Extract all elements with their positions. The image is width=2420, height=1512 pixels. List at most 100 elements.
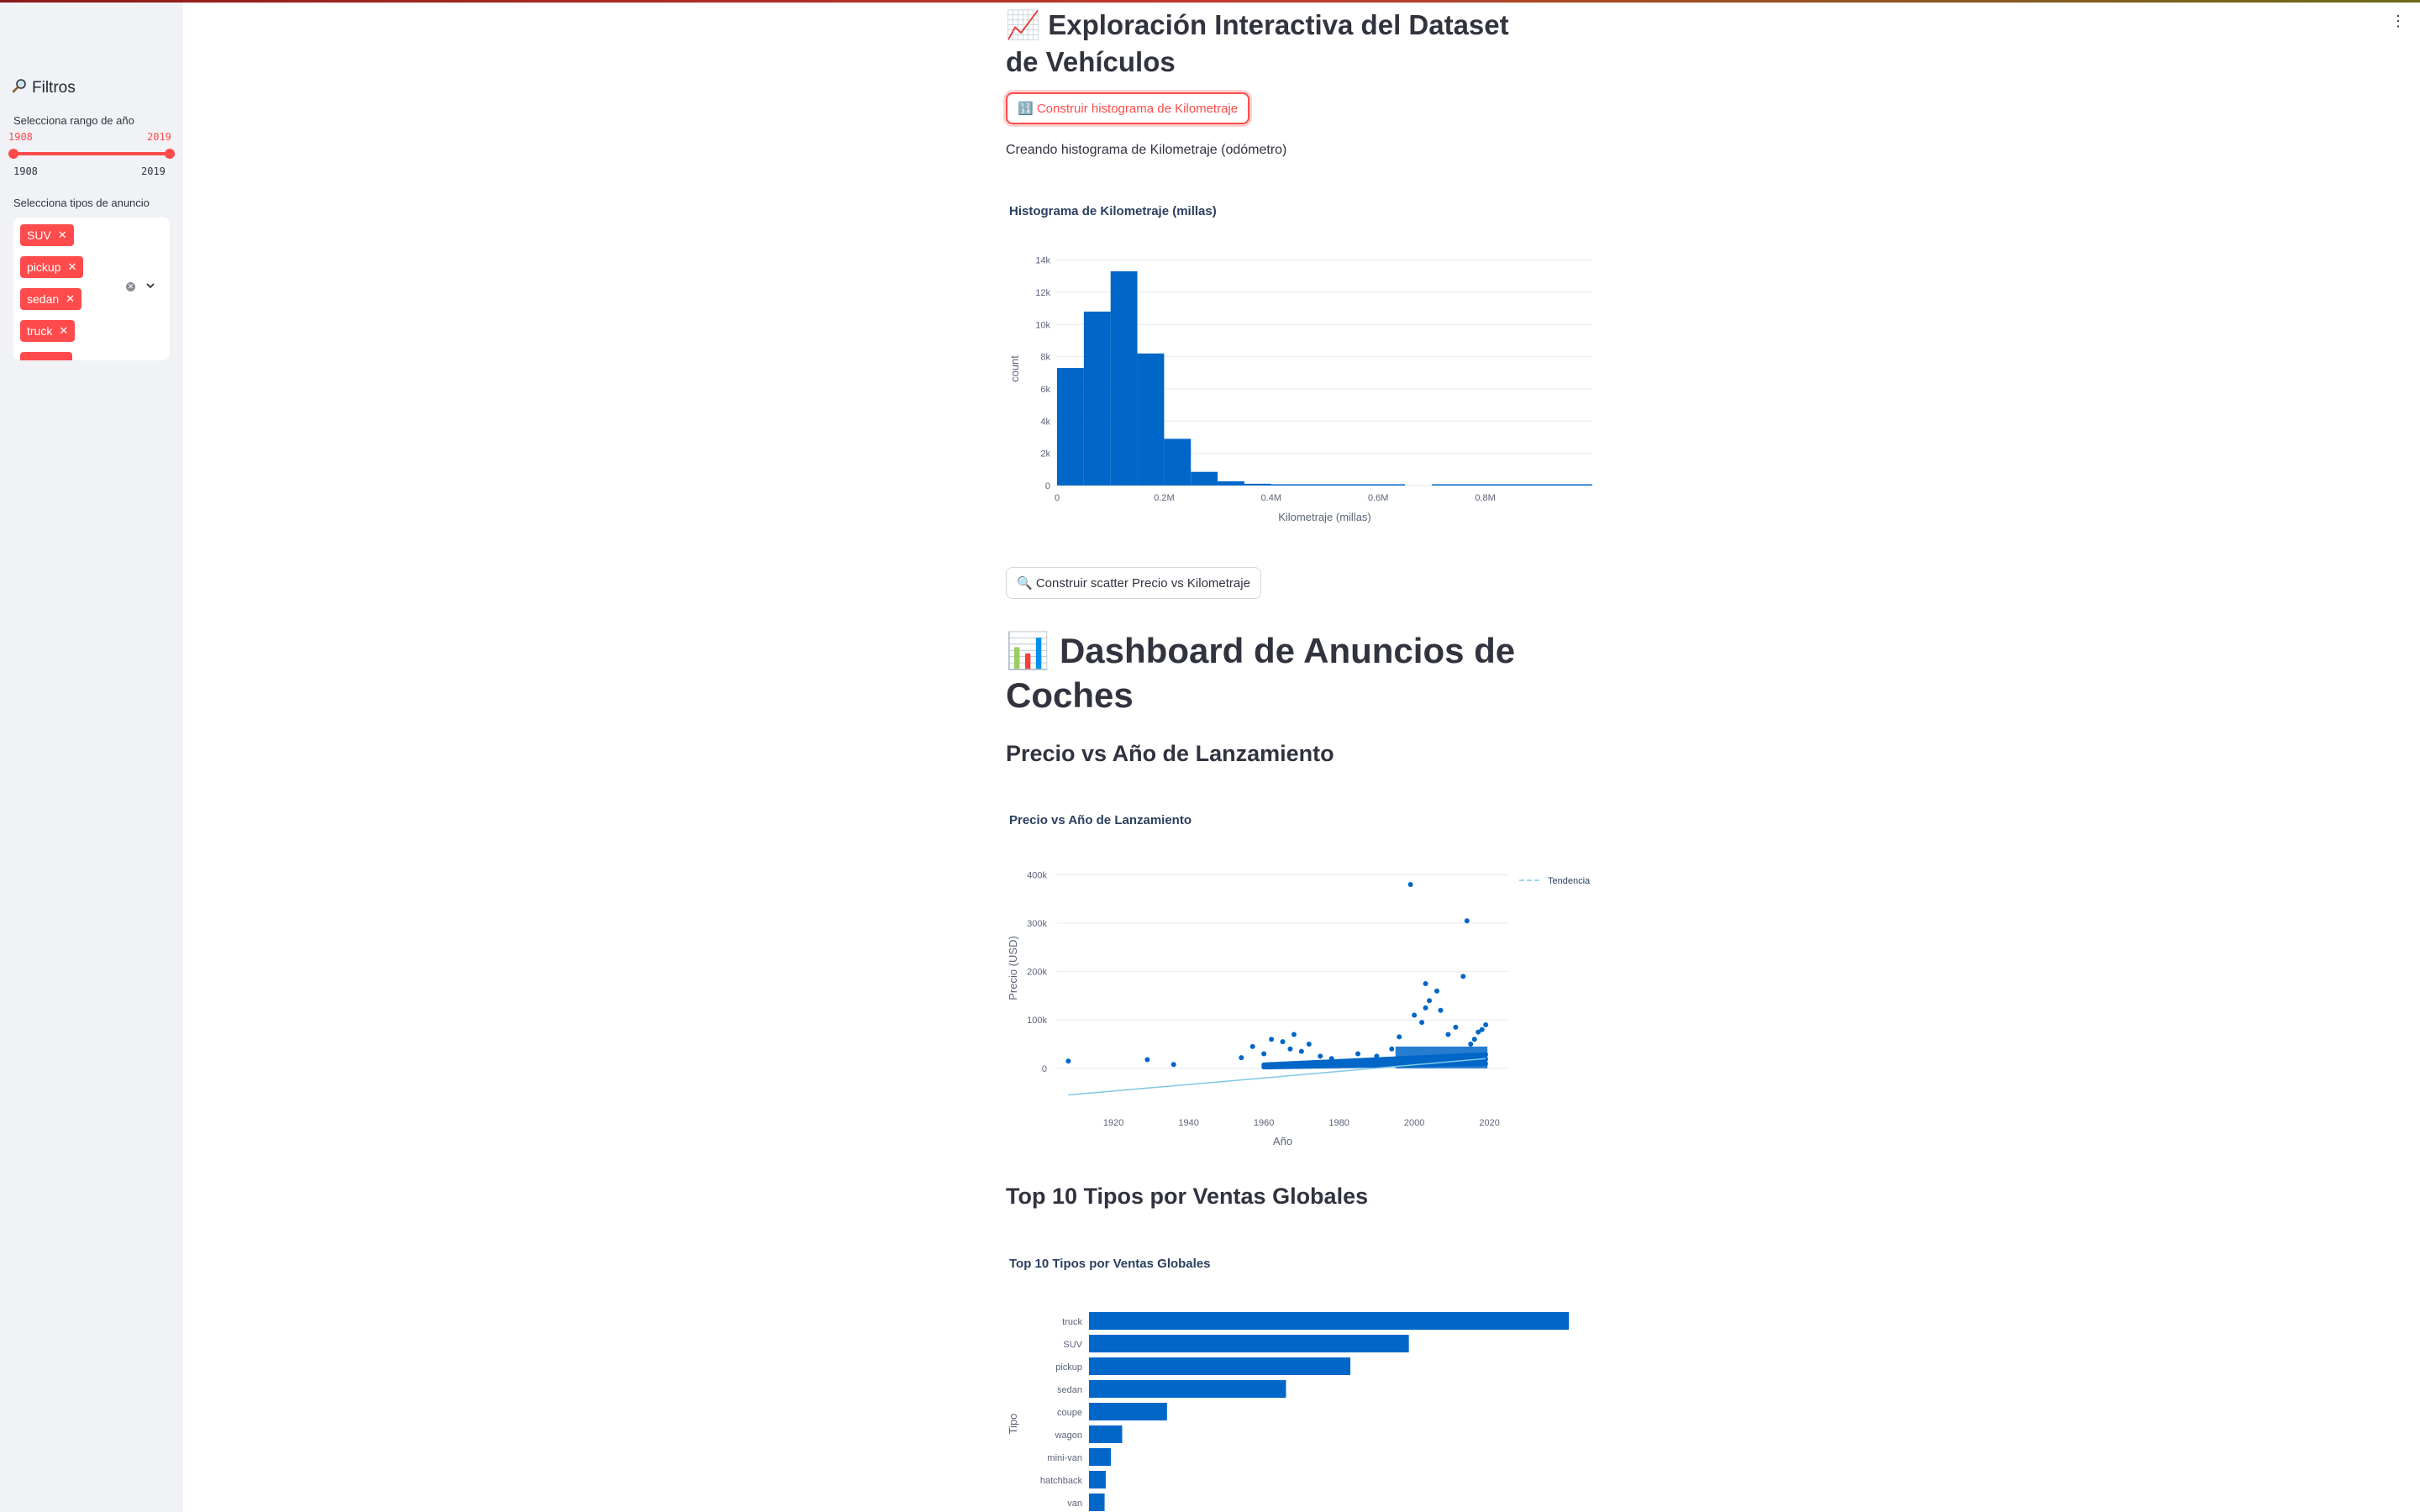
scatter-x-tick: 1940	[1178, 1118, 1198, 1128]
sidebar: Filtros Selecciona rango de año 1908 201…	[0, 3, 183, 1512]
bar-category-label: hatchback	[1040, 1476, 1083, 1486]
tag-truck[interactable]: truck ✕	[20, 320, 76, 342]
legend-trend-label: Tendencia	[1548, 876, 1591, 886]
scatter-point	[1412, 1012, 1418, 1018]
build-histogram-button[interactable]: 🔢 Construir histograma de Kilometraje	[1006, 92, 1250, 124]
remove-tag-icon[interactable]: ✕	[66, 292, 76, 305]
bar-pickup	[1089, 1357, 1351, 1375]
bar-truck	[1089, 1312, 1569, 1330]
hist-y-tick: 0	[1045, 481, 1050, 491]
scatter-point	[1423, 981, 1428, 987]
year-slider-min-handle[interactable]	[8, 149, 18, 159]
scatter-point	[1438, 1007, 1444, 1013]
hist-bar	[1458, 484, 1486, 486]
hist-bar	[1057, 368, 1084, 486]
scatter-point	[1464, 918, 1470, 924]
scatter-y-tick: 100k	[1027, 1016, 1047, 1026]
scatter-point	[1445, 1032, 1451, 1037]
hist-bar	[1244, 483, 1271, 486]
hist-y-axis-label: count	[1008, 355, 1021, 382]
scatter-point	[1389, 1046, 1395, 1052]
scatter-y-axis-label: Precio (USD)	[1007, 936, 1019, 1000]
top10-heading: Top 10 Tipos por Ventas Globales	[1006, 1184, 1369, 1209]
scatter-x-tick: 2000	[1404, 1118, 1424, 1128]
scatter-point	[1144, 1057, 1150, 1063]
hist-bar	[1297, 484, 1325, 486]
scatter-point	[1476, 1029, 1481, 1035]
bar-category-label: truck	[1062, 1317, 1082, 1327]
tag-suv[interactable]: SUV ✕	[20, 224, 74, 246]
scatter-point	[1291, 1032, 1297, 1037]
hist-bar	[1485, 484, 1512, 486]
price-year-heading: Precio vs Año de Lanzamiento	[1006, 741, 1334, 766]
top10-types-bar-chart: truck SUV pickup sedan coupe wagon mini-van hat…	[1007, 1312, 1569, 1511]
hist-bar	[1324, 484, 1352, 486]
year-range-label: Selecciona rango de año	[13, 114, 134, 127]
year-slider-min-value: 1908	[8, 131, 33, 143]
remove-tag-icon[interactable]: ✕	[59, 324, 69, 337]
magnifier-icon	[12, 78, 27, 98]
year-range-slider[interactable]	[13, 152, 170, 155]
clear-selection-icon[interactable]: ✕	[126, 282, 135, 291]
hist-bar	[1431, 484, 1459, 486]
scatter-y-tick: 200k	[1027, 968, 1047, 978]
scatter-x-axis-label: Año	[1273, 1135, 1292, 1147]
tag-sedan[interactable]: sedan ✕	[20, 288, 82, 310]
bar-category-label: sedan	[1057, 1385, 1082, 1395]
bar-category-label: coupe	[1057, 1408, 1082, 1418]
scatter-point	[1261, 1051, 1267, 1057]
tag-partial[interactable]	[20, 352, 72, 360]
app-top-decoration	[0, 0, 2420, 3]
type-multiselect[interactable]: SUV ✕ pickup ✕ sedan ✕ truck ✕	[13, 218, 170, 360]
scatter-point	[1423, 1005, 1428, 1011]
scatter-point	[1453, 1024, 1459, 1030]
hist-bar	[1137, 353, 1165, 486]
hist-bar	[1351, 484, 1379, 486]
mileage-histogram: 0 2k 4k 6k 8k 10k 12k 14k 0 0.2M 0.4M 0.6M 0.8M Kilom…	[1008, 256, 1592, 523]
scatter-x-tick: 1920	[1103, 1118, 1123, 1128]
hist-y-tick: 8k	[1040, 353, 1050, 363]
hist-bar	[1218, 481, 1244, 486]
scatter-point	[1419, 1020, 1425, 1026]
scatter-point	[1318, 1053, 1323, 1059]
scatter-point	[1483, 1022, 1489, 1027]
top10-chart-title: Top 10 Tipos por Ventas Globales	[1009, 1257, 1211, 1271]
sidebar-title-label: Filtros	[32, 79, 76, 97]
hist-bar	[1270, 484, 1298, 486]
scatter-point	[1280, 1039, 1286, 1045]
tag-pickup[interactable]: pickup ✕	[20, 256, 84, 278]
hist-x-tick: 0	[1055, 493, 1060, 503]
hist-bar	[1191, 471, 1218, 486]
scatter-point	[1355, 1051, 1360, 1057]
hist-y-tick: 4k	[1040, 417, 1050, 427]
scatter-point	[1065, 1058, 1071, 1064]
hist-x-tick: 0.2M	[1154, 493, 1174, 503]
remove-tag-icon[interactable]: ✕	[67, 260, 77, 273]
type-select-label: Selecciona tipos de anuncio	[13, 197, 150, 209]
bar-category-label: van	[1067, 1499, 1082, 1509]
hist-bar	[1083, 311, 1111, 486]
remove-tag-icon[interactable]: ✕	[57, 228, 67, 241]
scatter-x-tick: 2020	[1479, 1118, 1499, 1128]
chevron-down-icon[interactable]	[145, 281, 155, 293]
page-title: 📈 Exploración Interactiva del Dataset de…	[1006, 9, 1509, 77]
scatter-point	[1427, 998, 1433, 1004]
sidebar-title: Filtros	[12, 78, 76, 98]
bar-y-axis-label: Tipo	[1007, 1414, 1019, 1435]
scatter-point	[1328, 1056, 1334, 1062]
hist-x-axis-label: Kilometraje (millas)	[1278, 511, 1371, 523]
histogram-status-text: Creando histograma de Kilometraje (odóme…	[1006, 143, 1287, 157]
scatter-point	[1249, 1043, 1255, 1049]
scatter-point	[1269, 1037, 1275, 1042]
hist-bar	[1512, 484, 1539, 486]
scatter-point	[1374, 1053, 1380, 1059]
year-slider-max-label: 2019	[141, 165, 166, 177]
build-scatter-button[interactable]: 🔍 Construir scatter Precio vs Kilometraj…	[1006, 567, 1261, 599]
bar-category-label: wagon	[1055, 1431, 1082, 1441]
hist-bar	[1539, 484, 1566, 486]
year-slider-max-handle[interactable]	[165, 149, 175, 159]
kebab-menu-icon[interactable]: ⋮	[2391, 13, 2406, 29]
hist-y-tick: 14k	[1035, 256, 1050, 266]
scatter-point	[1407, 882, 1413, 888]
hist-y-tick: 12k	[1035, 288, 1050, 298]
